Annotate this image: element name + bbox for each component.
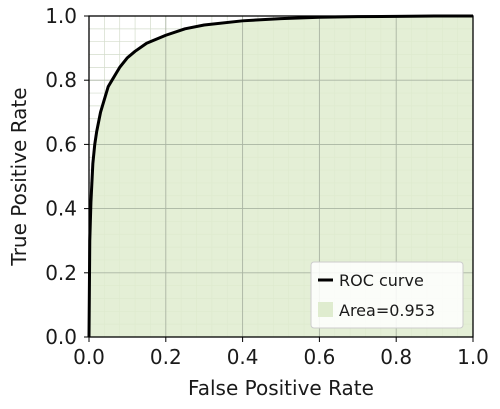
y-axis-label: True Positive Rate [7,87,31,266]
legend-fill-swatch [318,302,333,317]
legend-label-roc: ROC curve [339,271,424,290]
y-tick-label: 0.2 [45,261,77,285]
y-tick-label: 0.4 [45,197,77,221]
x-tick-label: 0.2 [150,345,182,369]
roc-curve-line [87,14,473,338]
x-tick-label: 0.0 [73,345,105,369]
auc-area [89,16,473,337]
legend: ROC curve Area=0.953 [310,261,464,329]
y-tick-label: 0.8 [45,68,77,92]
plot-frame [88,15,474,338]
x-tick-label: 1.0 [457,345,489,369]
x-tick-label: 0.4 [227,345,259,369]
axis-ticks: 0.0 0.2 0.4 0.6 0.8 1.0 0.0 0.2 0.4 0.6 0.8 1.0 [45,4,489,369]
x-tick-label: 0.8 [380,345,412,369]
y-tick-label: 1.0 [45,4,77,28]
y-tick-label: 0.0 [45,325,77,349]
legend-label-area: Area=0.953 [339,301,435,320]
legend-box [310,261,464,329]
y-tick-label: 0.6 [45,132,77,156]
x-axis-label: False Positive Rate [188,376,374,400]
x-tick-label: 0.6 [303,345,335,369]
